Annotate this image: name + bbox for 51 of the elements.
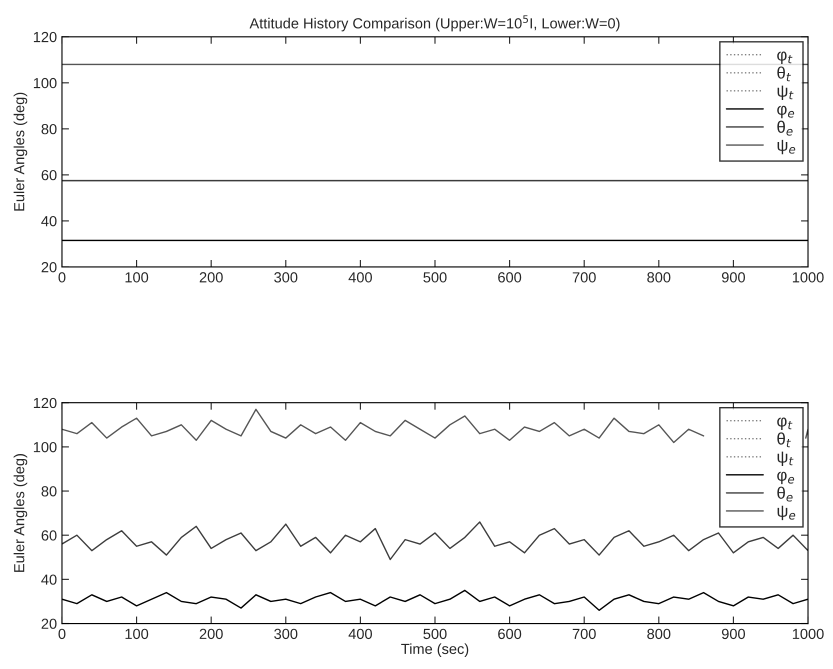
y-tick-label: 20 (42, 262, 57, 272)
y-tick-label: 80 (42, 486, 57, 496)
legend-label: θ$_{t}$ (777, 432, 791, 448)
x-tick-label: 500 (423, 272, 447, 283)
x-axis-title: Time (sec) (401, 643, 468, 657)
y-tick-label: 80 (42, 124, 57, 134)
chart-title: Attitude History Comparison (Upper:W=10$^{5}$I, Lower:W=0) (250, 15, 620, 32)
x-tick-label: 1000 (792, 272, 824, 283)
legend-label: ψ$_{e}$ (778, 506, 796, 520)
y-tick-label: 40 (41, 574, 57, 585)
x-tick-label: 400 (348, 272, 372, 283)
legend-label: θ$_{e}$ (777, 120, 793, 136)
x-tick-label: 900 (722, 272, 746, 283)
x-tick-label: 500 (423, 628, 447, 640)
legend-label: φ$_{e}$ (777, 472, 794, 484)
y-tick-label: 100 (34, 78, 57, 88)
x-tick-label: 1000 (792, 628, 824, 640)
y-tick-label: 20 (42, 618, 57, 629)
x-tick-label: 200 (200, 272, 223, 283)
legend-label: φ$_{t}$ (777, 417, 792, 430)
x-tick-label: 100 (126, 272, 148, 283)
y-axis-title: Euler Angles (deg) (14, 92, 28, 211)
line-series (62, 521, 808, 560)
y-tick-label: 100 (34, 442, 57, 452)
y-tick-label: 40 (41, 216, 57, 226)
legend-label: ψ$_{t}$ (778, 86, 794, 100)
legend-label: θ$_{t}$ (777, 66, 791, 82)
y-axis-title: Euler Angles (deg) (14, 454, 28, 572)
legend-label: θ$_{e}$ (777, 486, 793, 502)
x-tick-label: 400 (348, 628, 372, 640)
y-tick-label: 120 (34, 398, 57, 408)
y-tick-label: 60 (42, 170, 57, 180)
x-tick-label: 900 (722, 628, 746, 640)
legend-label: φ$_{e}$ (777, 106, 794, 118)
x-tick-label: 0 (58, 628, 66, 640)
x-tick-label: 0 (58, 272, 66, 283)
legend-label: ψ$_{t}$ (778, 452, 794, 466)
x-tick-label: 800 (647, 628, 670, 640)
x-tick-label: 300 (274, 272, 298, 283)
x-tick-label: 200 (200, 628, 223, 640)
x-tick-label: 700 (572, 628, 596, 640)
y-tick-label: 120 (34, 32, 57, 42)
x-tick-label: 100 (126, 628, 148, 640)
x-tick-label: 600 (498, 628, 522, 640)
legend-label: φ$_{t}$ (777, 52, 792, 64)
x-tick-label: 300 (274, 628, 298, 640)
y-tick-label: 60 (42, 530, 57, 541)
x-tick-label: 700 (572, 272, 596, 283)
legend-label: ψ$_{e}$ (778, 140, 796, 154)
x-tick-label: 600 (498, 272, 522, 283)
x-tick-label: 800 (647, 272, 670, 283)
